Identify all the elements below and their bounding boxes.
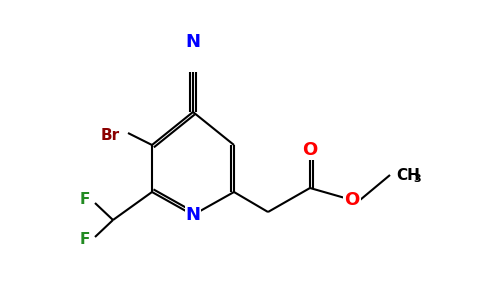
Text: N: N [185,206,200,224]
Text: O: O [345,191,360,209]
Text: N: N [185,33,200,51]
Text: 3: 3 [413,174,421,184]
Text: CH: CH [396,167,420,182]
Text: F: F [80,232,90,247]
Text: O: O [302,141,318,159]
Text: F: F [80,193,90,208]
Text: Br: Br [101,128,120,142]
